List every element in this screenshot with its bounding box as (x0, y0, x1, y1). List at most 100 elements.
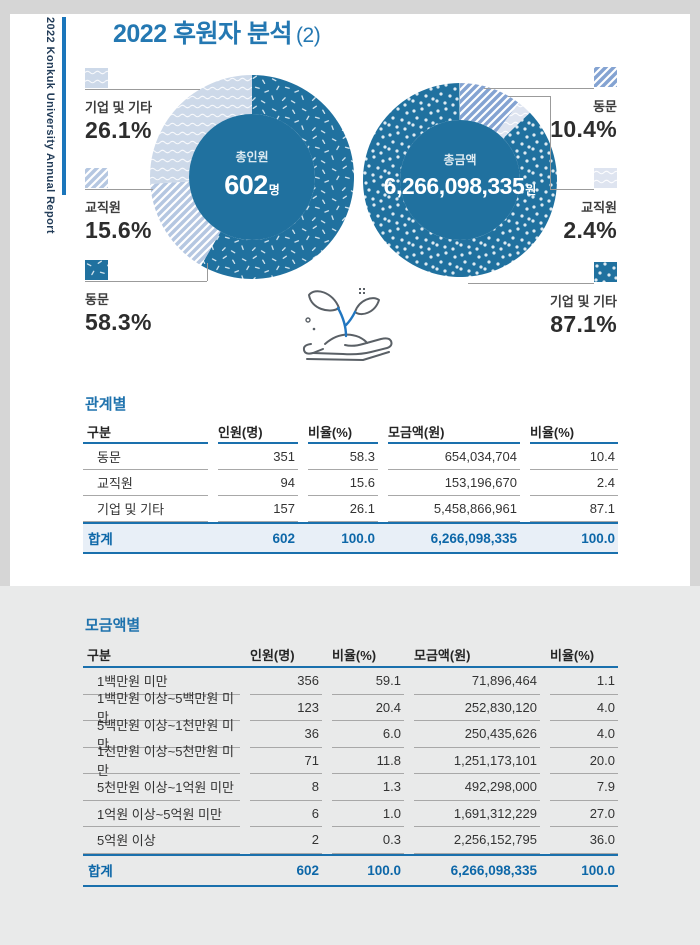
legend-동문: 동문 58.3% (85, 260, 245, 336)
cell: 2,256,152,795 (414, 827, 540, 854)
legend-percentage: 10.4% (550, 116, 617, 142)
cell: 94 (218, 470, 298, 496)
cell: 1백만원 이상~5백만원 미만 (83, 691, 240, 725)
legend-교직원: 교직원 15.6% (85, 168, 245, 244)
sidebar-accent-bar (62, 17, 66, 195)
legend-name: 동문 (85, 292, 109, 307)
table-row: 1백만원 이상~5백만원 미만 123 20.4 252,830,120 4.0 (83, 691, 618, 725)
report-white-panel (10, 14, 690, 586)
cell: 8 (250, 774, 322, 801)
cell: 5천만원 이상~1억원 미만 (83, 774, 240, 801)
column-header: 인원(명) (218, 420, 298, 444)
legend-name: 기업 및 기타 (85, 100, 153, 115)
cell: 2.4 (530, 470, 618, 496)
donut-inner-circle (189, 114, 315, 240)
sidebar-vertical-title: 2022 Konkuk University Annual Report (44, 17, 56, 234)
cell: 654,034,704 (388, 444, 520, 470)
cell: 7.9 (550, 774, 618, 801)
cell: 250,435,626 (414, 721, 540, 748)
total-row: 합계 602 100.0 6,266,098,335 100.0 (83, 522, 618, 554)
legend-percentage: 2.4% (563, 217, 617, 243)
donut-chart-people (150, 75, 354, 279)
relationship-table: 구분 인원(명) 비율(%) 모금액(원) 비율(%) 동문 351 58.3 654,034,… (83, 420, 618, 554)
cell: 10.4 (530, 444, 618, 470)
donut-segment-교직원 (150, 181, 221, 266)
legend-name: 기업 및 기타 (549, 294, 617, 309)
donut-segment-기업 및 기타 (363, 83, 557, 277)
donut-segment-동문 (460, 83, 519, 133)
cell: 20.4 (332, 695, 404, 721)
legend-swatch (594, 168, 617, 188)
cell: 2 (250, 827, 322, 854)
column-header: 모금액(원) (414, 647, 471, 663)
cell: 1억원 이상~5억원 미만 (83, 801, 240, 827)
column-header: 모금액(원) (388, 420, 520, 444)
cell: 36 (250, 721, 322, 748)
connector-line (85, 189, 153, 190)
donut-segment-동문 (201, 75, 354, 279)
legend-swatch (85, 68, 108, 88)
column-header: 비율(%) (550, 647, 595, 663)
cell: 100.0 (581, 530, 615, 546)
cell: 356 (250, 668, 322, 695)
connector-line (508, 96, 550, 97)
cell: 71 (250, 748, 322, 774)
legend-percentage: 26.1% (85, 117, 152, 143)
section-heading-relationship: 관계별 (85, 396, 127, 413)
total-row: 합계 602 100.0 6,266,098,335 100.0 (83, 853, 618, 887)
cell: 5,458,866,961 (388, 496, 520, 522)
cell: 492,298,000 (414, 774, 540, 801)
cell: 1.3 (332, 774, 404, 801)
legend-swatch (594, 262, 617, 282)
table-header-row: 구분 인원(명) 비율(%) 모금액(원) 비율(%) (83, 642, 618, 668)
cell: 252,830,120 (414, 695, 540, 721)
legend-name: 교직원 (85, 200, 121, 215)
cell: 11.8 (332, 748, 404, 774)
page-title-suffix: (2) (296, 24, 321, 47)
cell: 100.0 (581, 862, 615, 878)
cell: 59.1 (332, 668, 404, 695)
cell: 5억원 이상 (83, 827, 240, 854)
connector-line (85, 281, 207, 282)
cell: 4.0 (550, 721, 618, 748)
table-header-row: 구분 인원(명) 비율(%) 모금액(원) 비율(%) (83, 420, 618, 444)
legend-percentage: 87.1% (550, 311, 617, 337)
cell: 100.0 (367, 862, 401, 878)
column-header: 구분 (83, 420, 208, 444)
cell: 5백만원 이상~1천만원 미만 (83, 718, 240, 752)
cell: 6,266,098,335 (430, 530, 517, 546)
legend-name: 동문 (593, 99, 617, 114)
page-title-text: 2022 후원자 분석 (113, 20, 293, 48)
connector-line (550, 189, 594, 190)
cell: 153,196,670 (388, 470, 520, 496)
cell: 6 (250, 801, 322, 827)
cell: 20.0 (550, 748, 618, 774)
cell: 합계 (88, 532, 113, 547)
hand-sprout-icon (299, 282, 399, 372)
legend-swatch (85, 260, 108, 280)
cell: 27.0 (550, 801, 618, 827)
donut-segment-교직원 (496, 102, 530, 139)
legend-swatch (594, 67, 617, 87)
cell: 6.0 (332, 721, 404, 748)
cell: 기업 및 기타 (83, 496, 208, 522)
cell: 36.0 (550, 827, 618, 854)
table-row: 동문 351 58.3 654,034,704 10.4 (83, 444, 618, 470)
donut-segment-기업 및 기타 (150, 75, 252, 185)
cell: 1,691,312,229 (414, 801, 540, 827)
cell: 6,266,098,335 (450, 862, 537, 878)
cell: 602 (272, 530, 295, 546)
legend-percentage: 58.3% (85, 309, 152, 335)
table-row: 기업 및 기타 157 26.1 5,458,866,961 87.1 (83, 496, 618, 522)
column-header: 구분 (87, 647, 111, 663)
page-title: 2022 후원자 분석 (2) (113, 14, 321, 50)
cell: 15.6 (308, 470, 378, 496)
connector-line (468, 283, 594, 284)
table-row: 교직원 94 15.6 153,196,670 2.4 (83, 470, 618, 496)
cell: 1백만원 미만 (83, 668, 240, 695)
donut-inner-circle (400, 120, 520, 240)
cell: 0.3 (332, 827, 404, 854)
cell: 1,251,173,101 (414, 748, 540, 774)
legend-name: 교직원 (581, 200, 617, 215)
cell: 157 (218, 496, 298, 522)
